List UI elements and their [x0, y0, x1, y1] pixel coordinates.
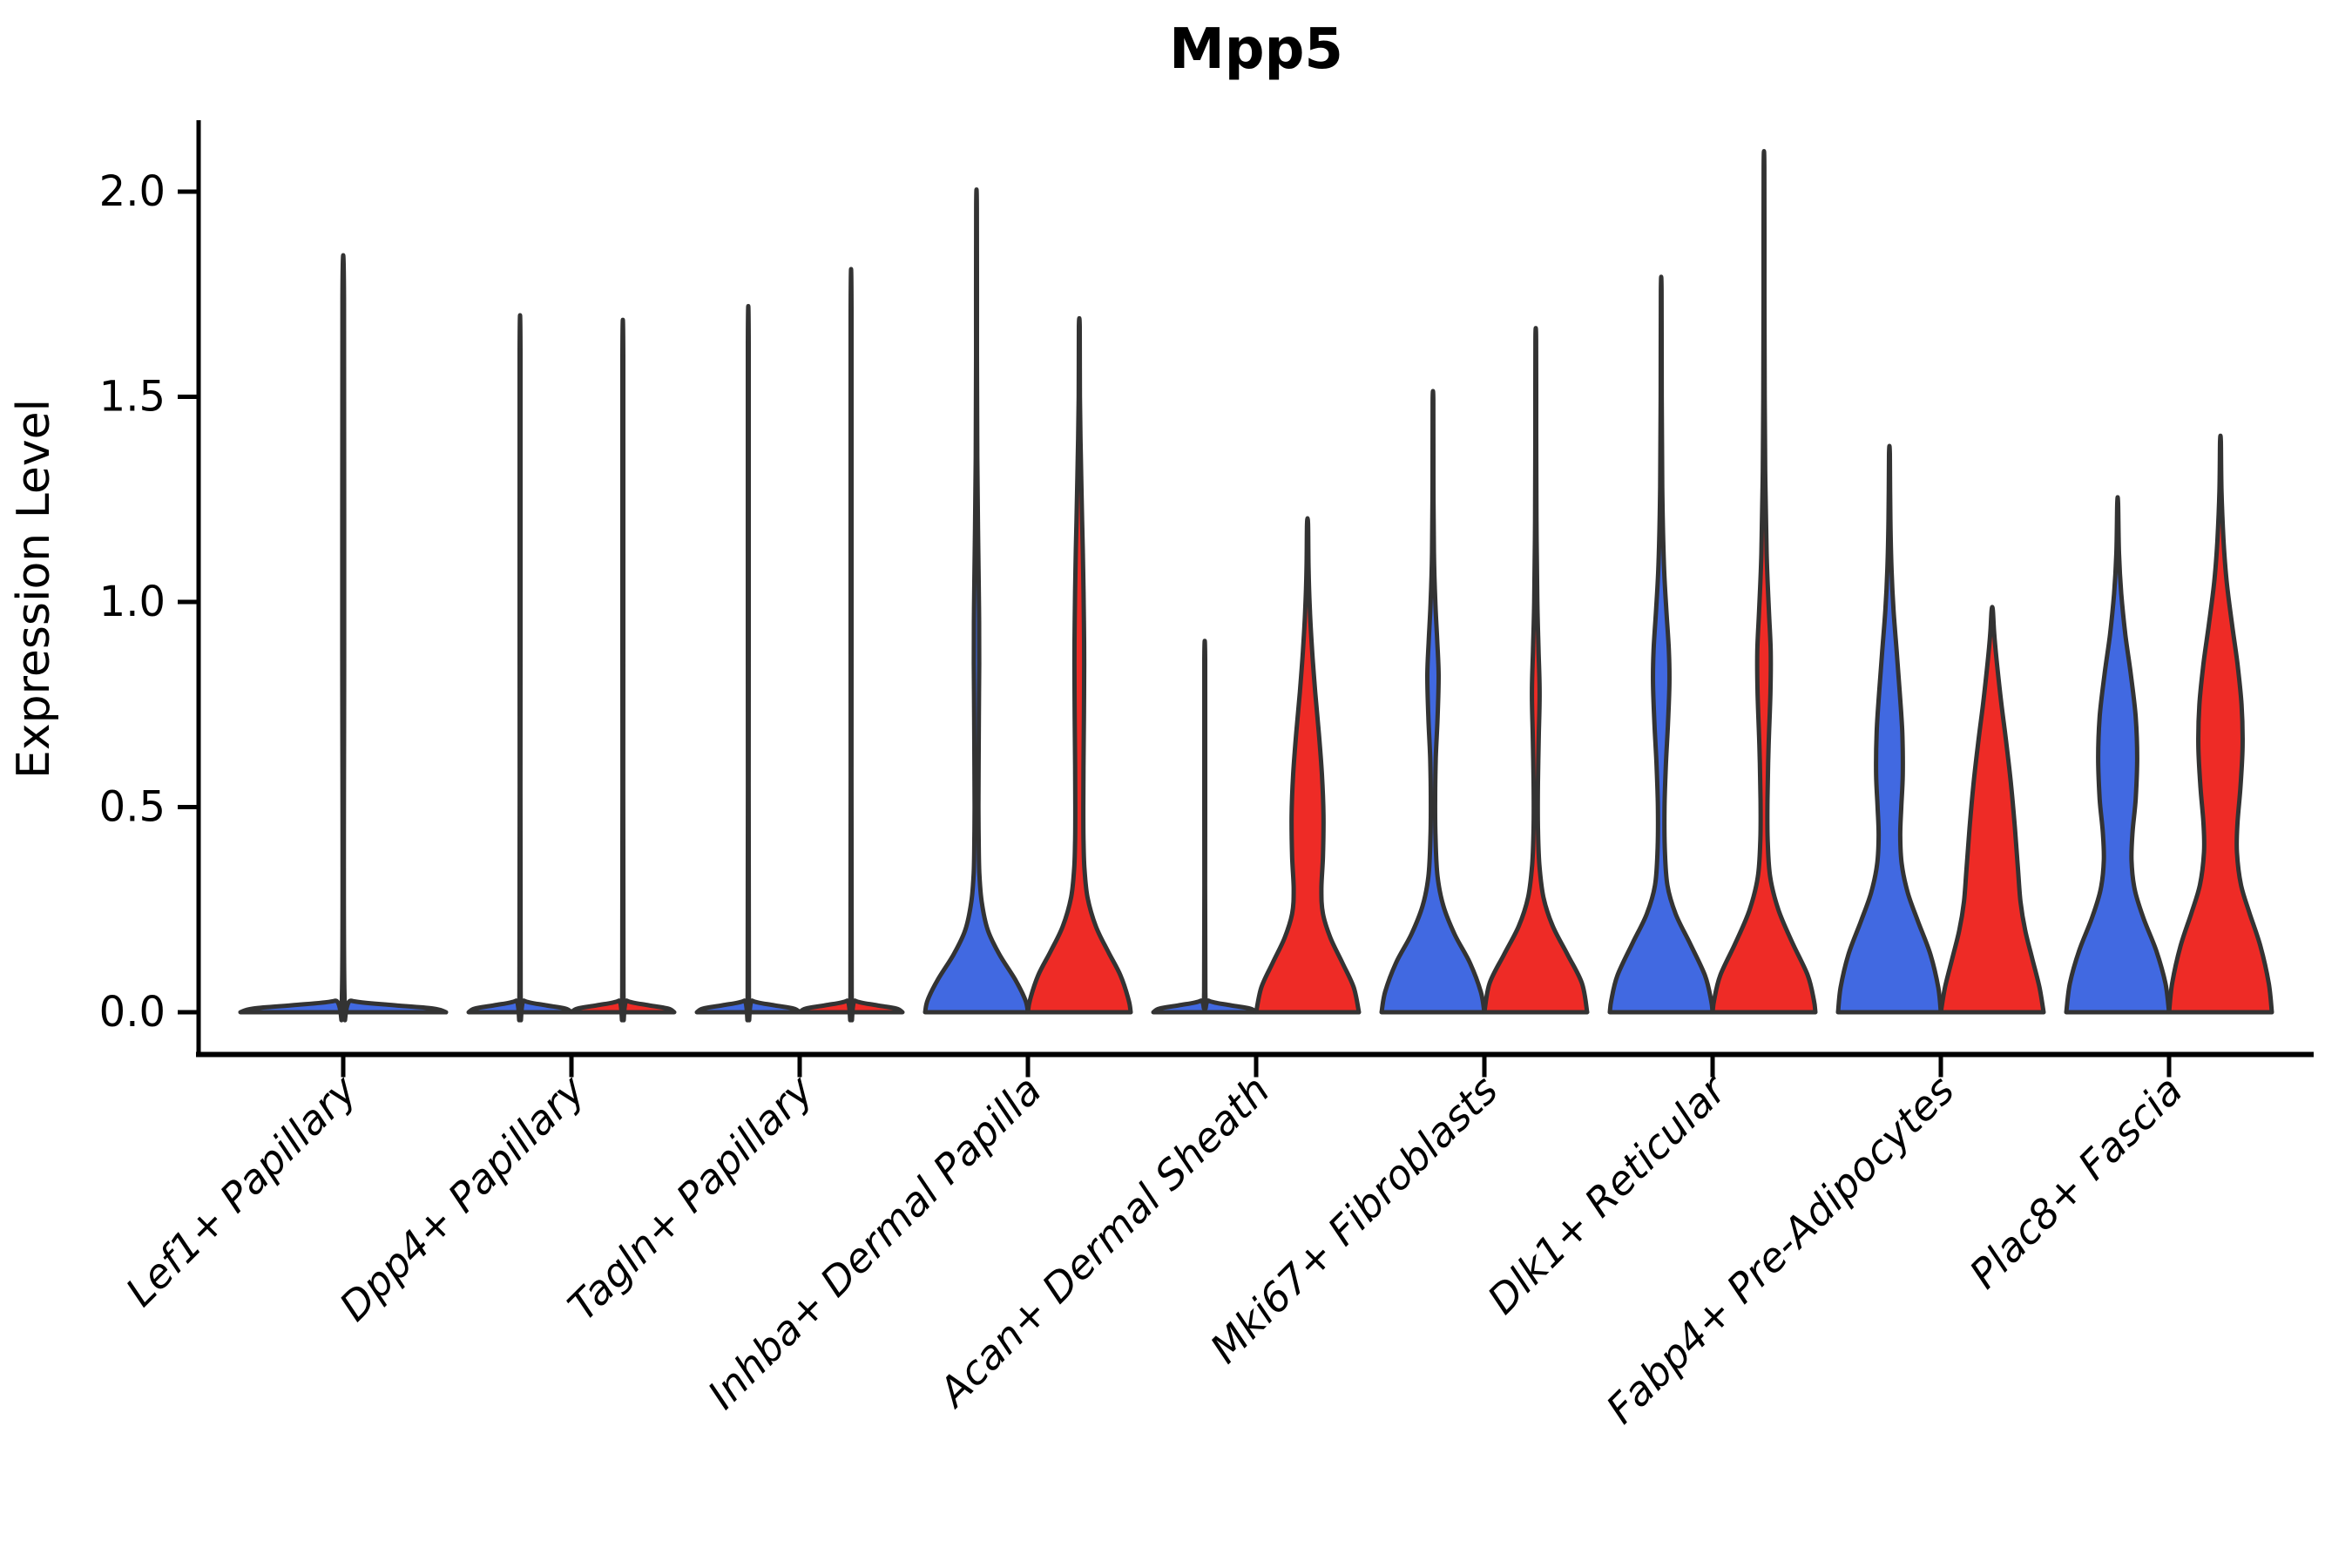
x-tick-label-dpp4: Dpp4+ Papillary [330, 1066, 594, 1330]
violin-dpp4-blue [466, 313, 574, 1023]
violin-mki67-red [1482, 326, 1590, 1015]
y-tick-label: 0.5 [99, 783, 166, 832]
y-tick-label: 0.0 [99, 988, 166, 1037]
violin-dlk1-red [1710, 148, 1818, 1015]
violin-fabp4-blue [1835, 443, 1943, 1015]
violin-tagln-red [797, 267, 905, 1023]
violin-lef1-blue [238, 253, 449, 1023]
violin-series [238, 148, 2274, 1023]
violin-acan-blue [1151, 639, 1259, 1015]
y-axis: 0.0 0.5 1.0 1.5 2.0 [99, 167, 199, 1037]
violin-plac8-red [2166, 433, 2274, 1015]
violin-dlk1-blue [1607, 274, 1715, 1015]
chart-title: Mpp5 [1169, 17, 1343, 82]
violin-acan-red [1254, 516, 1362, 1015]
violin-dpp4-red [569, 317, 677, 1023]
y-axis-label: Expression Level [8, 399, 60, 779]
violin-fabp4-red [1938, 605, 2046, 1015]
violin-plac8-blue [2064, 495, 2172, 1015]
x-tick-label-lef1: Lef1+ Papillary [117, 1066, 366, 1315]
y-tick-label: 1.5 [99, 373, 166, 422]
violin-inhba-blue [923, 187, 1031, 1015]
y-tick-label: 2.0 [99, 167, 166, 216]
y-tick-label: 1.0 [99, 578, 166, 626]
x-tick-label-plac8: Plac8+ Fascia [1960, 1066, 2191, 1297]
violin-inhba-red [1025, 315, 1133, 1015]
violin-tagln-blue [694, 304, 802, 1023]
x-tick-label-dlk1: Dlk1+ Reticular [1478, 1064, 1737, 1323]
x-tick-label-tagln: Tagln+ Papillary [558, 1066, 822, 1330]
violin-mki67-blue [1379, 389, 1487, 1015]
